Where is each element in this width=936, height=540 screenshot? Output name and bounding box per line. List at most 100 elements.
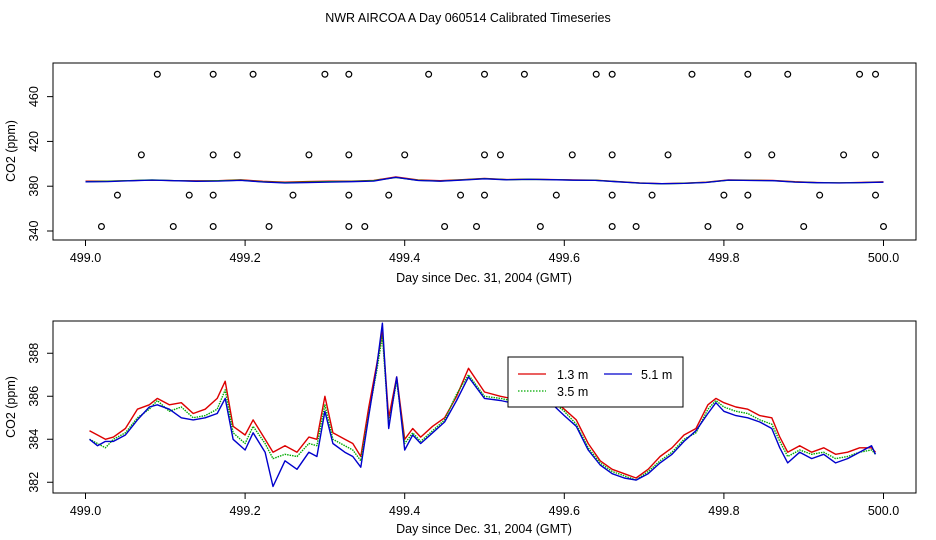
top-markers xyxy=(97,70,887,231)
top-marker-372-13 xyxy=(816,191,824,199)
top-marker-408-14 xyxy=(872,151,880,159)
top-marker-480-12 xyxy=(784,70,792,78)
bottom-series-1-3-m xyxy=(89,331,877,479)
top-marker-480-6 xyxy=(481,70,489,78)
top-marker-372-9 xyxy=(608,191,616,199)
bottom-y-axis: 382 384 386 388 xyxy=(27,343,53,493)
top-marker-408-5 xyxy=(401,151,409,159)
top-marker-480-3 xyxy=(321,70,329,78)
top-marker-372-11 xyxy=(720,191,728,199)
top-marker-408-11 xyxy=(744,151,752,159)
top-marker-344-8 xyxy=(536,223,544,231)
top-marker-344-7 xyxy=(473,223,481,231)
bot-x-tick-label-500-0: 500.0 xyxy=(868,504,899,518)
top-x-tick-label-500-0: 500.0 xyxy=(868,251,899,265)
top-marker-372-10 xyxy=(648,191,656,199)
top-marker-372-3 xyxy=(289,191,297,199)
top-marker-372-1 xyxy=(185,191,193,199)
top-x-tick-label-499-4: 499.4 xyxy=(389,251,420,265)
top-marker-408-7 xyxy=(496,151,504,159)
top-marker-408-2 xyxy=(233,151,241,159)
top-y-tick-label-460: 460 xyxy=(27,86,41,107)
top-marker-344-12 xyxy=(736,223,744,231)
bottom-plot-frame xyxy=(52,320,917,494)
top-marker-408-1 xyxy=(209,151,217,159)
top-marker-344-10 xyxy=(632,223,640,231)
top-marker-344-3 xyxy=(265,223,273,231)
legend-label-3-5m: 3.5 m xyxy=(557,385,588,399)
top-marker-344-4 xyxy=(345,223,353,231)
top-marker-344-13 xyxy=(800,223,808,231)
top-marker-480-8 xyxy=(592,70,600,78)
bot-y-tick-label-384: 384 xyxy=(27,429,41,450)
bottom-y-axis-label: CO2 (ppm) xyxy=(4,376,18,438)
bot-x-tick-label-499-8: 499.8 xyxy=(708,504,739,518)
top-x-tick-label-499-6: 499.6 xyxy=(549,251,580,265)
top-marker-480-4 xyxy=(345,70,353,78)
top-y-tick-label-420: 420 xyxy=(27,131,41,152)
top-marker-372-7 xyxy=(481,191,489,199)
top-plot-frame xyxy=(52,62,917,241)
bot-x-tick-label-499-6: 499.6 xyxy=(549,504,580,518)
top-marker-344-6 xyxy=(441,223,449,231)
bot-x-tick-label-499-0: 499.0 xyxy=(70,504,101,518)
top-marker-344-1 xyxy=(169,223,177,231)
legend-label-1-3m: 1.3 m xyxy=(557,368,588,382)
top-marker-344-14 xyxy=(879,223,887,231)
bottom-series-3-5-m xyxy=(89,335,877,481)
top-marker-480-14 xyxy=(872,70,880,78)
bot-x-tick-label-499-2: 499.2 xyxy=(229,504,260,518)
top-marker-408-0 xyxy=(137,151,145,159)
top-x-tick-label-499-0: 499.0 xyxy=(70,251,101,265)
top-marker-372-2 xyxy=(209,191,217,199)
top-marker-372-0 xyxy=(113,191,121,199)
top-y-tick-label-380: 380 xyxy=(27,176,41,197)
top-marker-344-2 xyxy=(209,223,217,231)
legend-box xyxy=(507,356,684,408)
top-marker-372-14 xyxy=(872,191,880,199)
top-marker-480-11 xyxy=(744,70,752,78)
bot-y-tick-label-388: 388 xyxy=(27,343,41,364)
legend-label-5-1m: 5.1 m xyxy=(641,368,672,382)
top-marker-408-3 xyxy=(305,151,313,159)
bottom-series-5-1-m xyxy=(89,322,877,488)
top-marker-408-8 xyxy=(568,151,576,159)
bot-x-tick-label-499-4: 499.4 xyxy=(389,504,420,518)
top-y-axis-label: CO2 (ppm) xyxy=(4,120,18,182)
top-marker-344-0 xyxy=(97,223,105,231)
legend: 1.3 m 3.5 m 5.1 m xyxy=(507,356,684,408)
top-marker-480-2 xyxy=(249,70,257,78)
top-marker-344-5 xyxy=(361,223,369,231)
top-marker-372-12 xyxy=(744,191,752,199)
bottom-x-axis: 499.0 499.2 499.4 499.6 499.8 500.0 xyxy=(70,493,899,518)
bot-y-tick-label-386: 386 xyxy=(27,386,41,407)
bottom-panel: 499.0 499.2 499.4 499.6 499.8 500.0 382 384 386… xyxy=(4,320,917,536)
top-marker-480-1 xyxy=(209,70,217,78)
top-x-axis-label: Day since Dec. 31, 2004 (GMT) xyxy=(396,271,572,285)
bottom-x-axis-label: Day since Dec. 31, 2004 (GMT) xyxy=(396,522,572,536)
bottom-series-lines xyxy=(89,322,877,488)
top-marker-480-10 xyxy=(688,70,696,78)
top-marker-372-8 xyxy=(552,191,560,199)
bot-y-tick-label-382: 382 xyxy=(27,472,41,493)
top-marker-372-5 xyxy=(385,191,393,199)
top-x-axis: 499.0 499.2 499.4 499.6 499.8 500.0 xyxy=(70,240,899,265)
top-series-5-1-m xyxy=(85,176,884,185)
top-marker-408-10 xyxy=(664,151,672,159)
top-marker-408-12 xyxy=(768,151,776,159)
top-marker-408-13 xyxy=(840,151,848,159)
top-marker-408-9 xyxy=(608,151,616,159)
top-marker-408-6 xyxy=(481,151,489,159)
top-marker-408-4 xyxy=(345,151,353,159)
top-y-axis: 340 380 420 460 xyxy=(27,86,53,241)
top-marker-344-9 xyxy=(608,223,616,231)
top-marker-480-7 xyxy=(520,70,528,78)
top-x-tick-label-499-8: 499.8 xyxy=(708,251,739,265)
top-marker-480-5 xyxy=(425,70,433,78)
top-marker-372-6 xyxy=(457,191,465,199)
top-marker-344-11 xyxy=(704,223,712,231)
top-marker-372-4 xyxy=(345,191,353,199)
top-y-tick-label-340: 340 xyxy=(27,221,41,242)
top-marker-480-9 xyxy=(608,70,616,78)
